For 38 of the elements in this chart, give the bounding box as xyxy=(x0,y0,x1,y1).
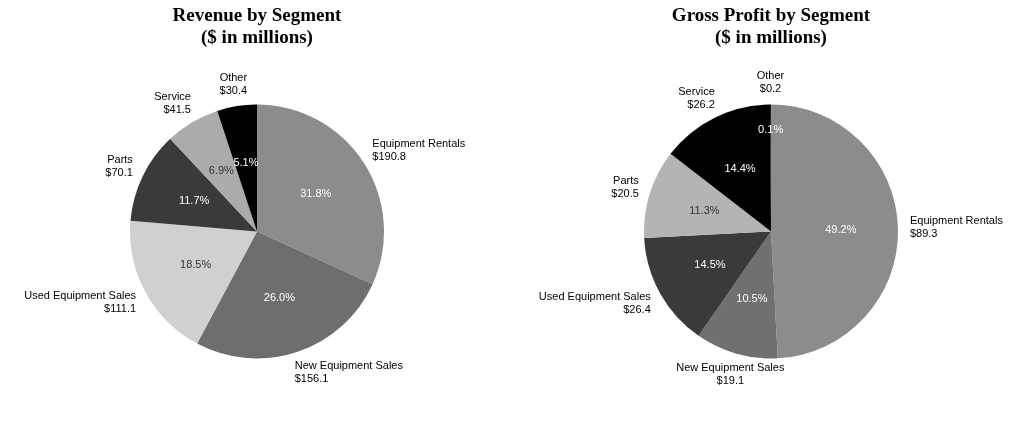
data-label: $26.2 xyxy=(687,97,715,110)
text: 49.2% xyxy=(825,222,857,235)
text: 14.4% xyxy=(724,161,756,174)
slice-label: Other xyxy=(219,70,248,83)
text: 11.7% xyxy=(178,194,210,207)
slice-label: Parts xyxy=(613,173,640,186)
text: 0.1% xyxy=(758,122,784,135)
data-label: $41.5 xyxy=(163,102,191,115)
text: 26.0% xyxy=(263,290,296,303)
text: 18.5% xyxy=(180,257,212,270)
text: 6.9% xyxy=(208,164,235,177)
text: 31.8% xyxy=(300,186,332,199)
slice-label: Service xyxy=(678,84,715,97)
data-label: $19.1 xyxy=(716,374,745,387)
slice-label: Other xyxy=(756,69,785,82)
slice-label: Used Equipment Sales xyxy=(538,290,652,303)
data-label: $156.1 xyxy=(294,372,329,385)
slice-label: Parts xyxy=(107,153,134,166)
text: 11.3% xyxy=(689,203,720,216)
data-label: $30.4 xyxy=(219,83,248,96)
data-label: $20.5 xyxy=(611,186,639,199)
slice-label: Service xyxy=(154,89,191,102)
data-label: $111.1 xyxy=(104,302,137,315)
text: 14.5% xyxy=(694,258,726,271)
data-label: $190.8 xyxy=(372,150,406,163)
data-label: $70.1 xyxy=(105,166,133,179)
data-label: $0.2 xyxy=(759,82,782,95)
data-label: $89.3 xyxy=(909,227,938,240)
slice-label: New Equipment Sales xyxy=(676,361,785,374)
text: 10.5% xyxy=(736,291,768,304)
chart-title: Gross Profit by Segment ($ in millions) xyxy=(670,4,872,49)
slice-label: Used Equipment Sales xyxy=(24,289,137,302)
slice-label: Equipment Rentals xyxy=(372,137,466,150)
chart-title: Revenue by Segment ($ in millions) xyxy=(171,4,343,49)
slice-label: New Equipment Sales xyxy=(294,359,404,372)
data-label: $26.4 xyxy=(623,303,651,316)
text: 5.1% xyxy=(233,155,259,168)
slice-label: Equipment Rentals xyxy=(909,214,1004,227)
